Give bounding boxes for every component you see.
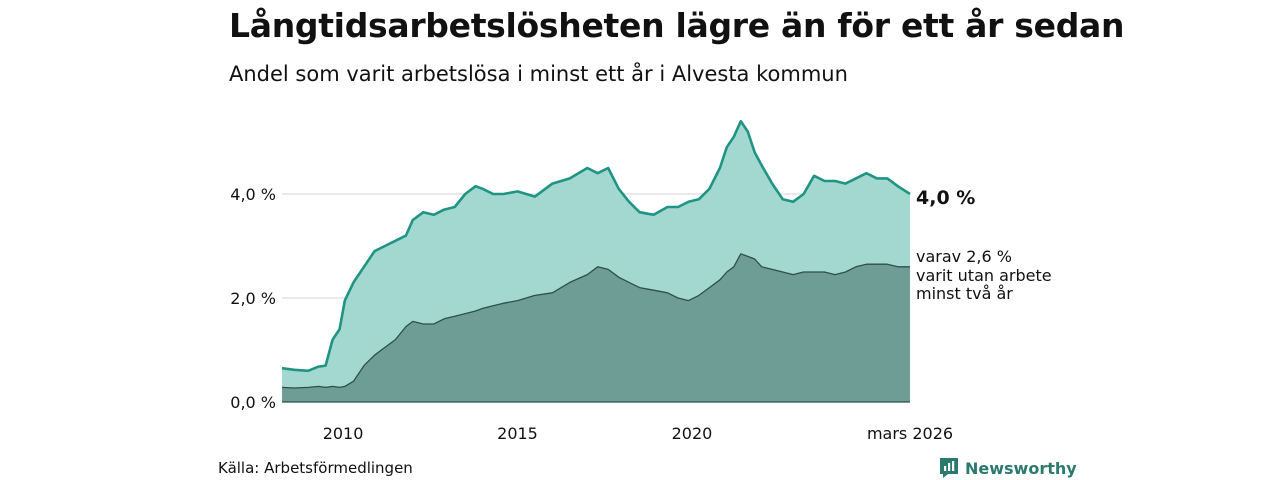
line-total bbox=[281, 119, 911, 373]
source-note: Källa: Arbetsförmedlingen bbox=[218, 459, 413, 477]
newsworthy-icon bbox=[940, 458, 958, 478]
brand-logo: Newsworthy bbox=[939, 456, 1077, 480]
end-label-long-3: minst två år bbox=[916, 284, 1013, 303]
x-tick-label: 2020 bbox=[672, 424, 713, 443]
end-label-long-1: varav 2,6 % bbox=[916, 247, 1012, 266]
x-tick-label: mars 2026 bbox=[867, 424, 953, 443]
y-tick-label: 0,0 % bbox=[230, 393, 276, 412]
chart-title: Långtidsarbetslösheten lägre än för ett … bbox=[229, 6, 1125, 45]
area-long-fill bbox=[282, 253, 910, 402]
end-label-total: 4,0 % bbox=[916, 187, 975, 209]
chart-subtitle: Andel som varit arbetslösa i minst ett å… bbox=[229, 62, 848, 86]
x-tick-label: 2015 bbox=[497, 424, 538, 443]
end-label-long-2: varit utan arbete bbox=[916, 266, 1052, 285]
y-tick-label: 2,0 % bbox=[230, 289, 276, 308]
brand-name: Newsworthy bbox=[965, 458, 1077, 478]
x-tick-label: 2010 bbox=[323, 424, 364, 443]
line-long bbox=[281, 253, 910, 389]
area-chart: 0,0 % 2,0 % 4,0 % 2010 2015 2020 mars 2026 4,… bbox=[230, 119, 1052, 443]
x-axis-ticks: 2010 2015 2020 mars 2026 bbox=[323, 424, 953, 443]
y-tick-label: 4,0 % bbox=[230, 185, 276, 204]
y-axis-ticks: 0,0 % 2,0 % 4,0 % bbox=[230, 185, 276, 412]
